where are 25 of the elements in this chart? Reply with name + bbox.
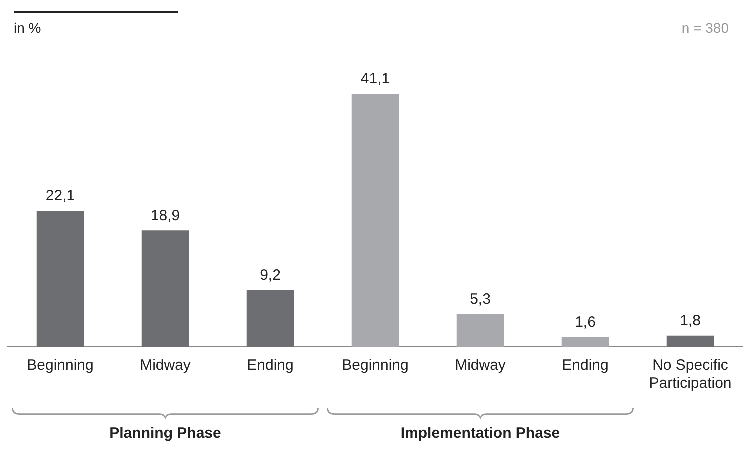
data-label: 1,8 [680,312,701,330]
data-label: 5,3 [470,291,491,308]
x-tick-label: Midway [455,357,506,374]
x-tick-label: Ending [247,357,294,374]
data-label: 9,2 [260,267,281,284]
x-tick-label: No Specific Participation [649,357,732,392]
x-tick-label: Midway [140,357,192,374]
bar [456,314,504,347]
bar [36,210,84,347]
text: Planning Phase [110,425,222,442]
data-label: 1,6 [575,314,596,331]
text: Implementation Phase [400,425,560,442]
bar [246,290,294,347]
text: in % [14,20,42,36]
data-label: 22,1 [46,188,76,205]
bar [562,337,610,347]
data-label: 41,1 [360,70,390,88]
bar [666,336,714,347]
x-tick-label: Ending [562,357,609,374]
bar [352,94,400,347]
x-tick-label: Beginning [27,357,94,374]
x-tick-label: Beginning [342,357,409,374]
text: n = 380 [682,20,729,36]
bar [142,230,190,347]
data-label: 18,9 [150,207,180,224]
